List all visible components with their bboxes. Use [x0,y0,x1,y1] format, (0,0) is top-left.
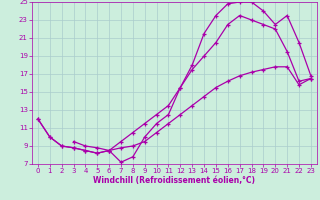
X-axis label: Windchill (Refroidissement éolien,°C): Windchill (Refroidissement éolien,°C) [93,176,255,185]
